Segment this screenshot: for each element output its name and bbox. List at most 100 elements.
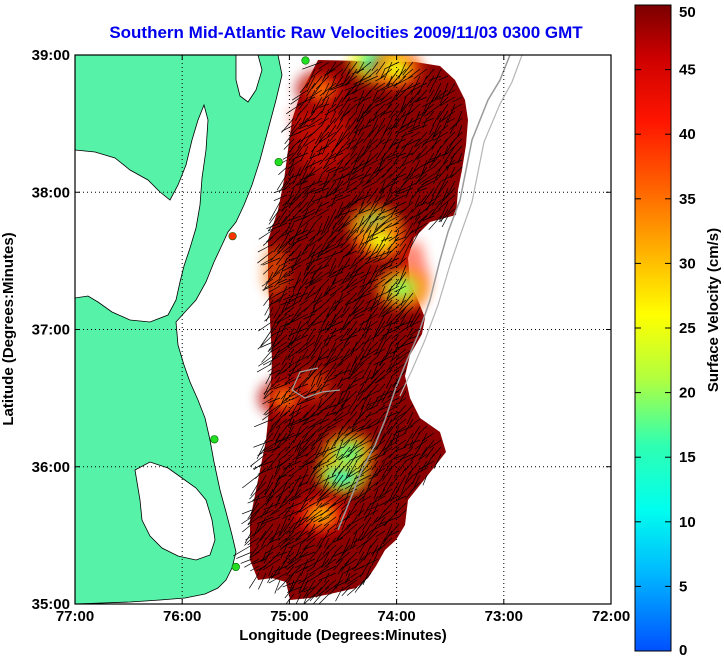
- velocity-vector: [335, 222, 344, 231]
- velocity-vector: [318, 593, 330, 604]
- pamlico-sound: [134, 461, 216, 561]
- velocity-vector: [263, 383, 281, 394]
- velocity-vector: [290, 257, 309, 269]
- velocity-vector: [352, 180, 365, 190]
- velocity-vector: [274, 432, 281, 447]
- velocity-vector: [401, 152, 414, 159]
- velocity-vector: [336, 152, 351, 165]
- velocity-vector: [389, 250, 400, 268]
- velocity-vector: [410, 131, 421, 138]
- velocity-vector: [378, 516, 386, 527]
- velocity-vector: [389, 348, 407, 363]
- velocity-vector: [386, 152, 400, 159]
- velocity-vector: [333, 558, 344, 571]
- velocity-vector: [331, 96, 337, 107]
- velocity-vector: [355, 439, 372, 449]
- velocity-vector: [264, 544, 281, 555]
- velocity-vector: [393, 306, 407, 325]
- velocity-vector: [371, 551, 379, 566]
- velocity-vector: [286, 187, 295, 205]
- velocity-vector: [381, 460, 393, 477]
- velocity-vector: [415, 96, 428, 103]
- velocity-vector: [364, 509, 379, 518]
- velocity-vector: [264, 278, 281, 289]
- velocity-vector: [318, 572, 337, 581]
- velocity-vector: [371, 222, 379, 240]
- velocity-vector: [323, 222, 330, 234]
- velocity-vector: [295, 593, 302, 604]
- velocity-vector: [321, 166, 330, 175]
- velocity-vector: [346, 61, 358, 77]
- velocity-vector: [391, 173, 407, 181]
- velocity-vector: [268, 572, 288, 584]
- velocity-vector: [247, 502, 260, 519]
- radar-site-marker: [210, 435, 219, 444]
- velocity-vector: [327, 453, 337, 462]
- velocity-vector: [257, 334, 274, 350]
- velocity-vector: [358, 173, 372, 180]
- velocity-vector: [348, 439, 365, 453]
- velocity-vector: [272, 264, 281, 277]
- velocity-vector: [343, 565, 358, 574]
- velocity-vector: [258, 481, 267, 491]
- velocity-vector: [324, 383, 337, 398]
- velocity-vector: [300, 558, 309, 577]
- colorbar-tick-label: 25: [679, 320, 696, 337]
- velocity-vector: [394, 180, 407, 197]
- velocity-vector: [365, 103, 379, 114]
- velocity-vector: [306, 523, 323, 535]
- velocity-vector: [327, 215, 337, 230]
- velocity-vector: [363, 334, 379, 344]
- velocity-vector: [366, 138, 379, 149]
- velocity-vector: [348, 523, 358, 532]
- velocity-vector: [360, 390, 372, 410]
- velocity-vector: [370, 369, 386, 384]
- velocity-vector: [327, 523, 337, 532]
- velocity-vector: [270, 313, 281, 331]
- velocity-vector: [262, 439, 281, 452]
- velocity-vector: [283, 397, 295, 404]
- velocity-vector: [374, 446, 386, 461]
- velocity-vector: [273, 292, 288, 304]
- velocity-vector: [278, 299, 295, 306]
- velocity-vector: [433, 166, 442, 185]
- velocity-vector: [355, 110, 365, 130]
- velocity-vector: [398, 446, 414, 463]
- velocity-vector: [348, 117, 358, 131]
- velocity-vector: [287, 509, 295, 521]
- velocity-vector: [424, 103, 442, 117]
- velocity-vector: [272, 376, 281, 388]
- velocity-vector: [278, 166, 288, 175]
- velocity-vector: [299, 502, 316, 513]
- velocity-vector: [329, 124, 344, 142]
- velocity-vector: [340, 306, 351, 319]
- velocity-vector: [396, 278, 407, 296]
- velocity-vector: [359, 278, 379, 288]
- y-tick-label: 36:00: [32, 459, 70, 476]
- velocity-vector: [428, 215, 442, 230]
- colorbar-tick-label: 40: [679, 126, 696, 143]
- velocity-vector: [263, 292, 274, 306]
- velocity-vector: [306, 250, 316, 270]
- velocity-vector: [445, 159, 463, 168]
- velocity-vector: [285, 439, 295, 452]
- velocity-vector: [303, 180, 316, 196]
- velocity-vector: [360, 166, 372, 183]
- velocity-vector: [370, 432, 379, 448]
- velocity-vector: [285, 348, 302, 360]
- velocity-vector: [340, 334, 358, 342]
- velocity-vector: [356, 110, 372, 123]
- velocity-vector: [333, 110, 344, 124]
- velocity-vector: [426, 89, 435, 103]
- velocity-vector: [365, 397, 372, 409]
- velocity-vector: [388, 355, 400, 373]
- velocity-vector: [372, 467, 386, 477]
- velocity-vector: [361, 180, 372, 187]
- velocity-vector: [304, 236, 316, 252]
- velocity-vector: [408, 194, 414, 205]
- velocity-vector: [338, 124, 351, 144]
- velocity-vector: [345, 152, 358, 165]
- velocity-vector: [336, 355, 351, 366]
- velocity-vector: [289, 418, 309, 427]
- velocity-vector: [337, 544, 351, 562]
